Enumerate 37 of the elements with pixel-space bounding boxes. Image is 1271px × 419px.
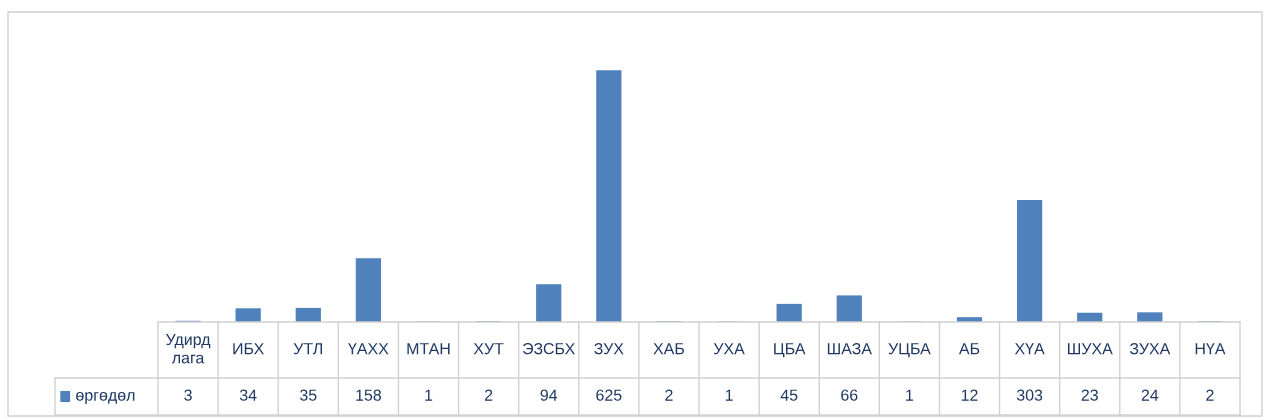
data-label: 34 xyxy=(239,389,257,401)
x-tick-label: ХҮА xyxy=(1014,343,1045,355)
legend-label: өргөдөл xyxy=(76,392,135,404)
data-label: 2 xyxy=(1206,389,1214,401)
data-label: 1 xyxy=(725,389,733,401)
x-tick-label: ЭЗСБХ xyxy=(523,342,575,355)
data-label: 66 xyxy=(841,389,858,401)
x-tick-label: УЦБА xyxy=(888,343,931,358)
data-label: 35 xyxy=(300,389,317,401)
x-tick-label: АБ xyxy=(958,343,980,355)
data-label: 24 xyxy=(1141,389,1159,401)
data-label: 23 xyxy=(1081,389,1098,401)
x-tick-label: ШАЗА xyxy=(827,342,872,355)
x-tick-label: ЗУХ xyxy=(594,342,624,355)
data-label: 94 xyxy=(540,389,558,401)
x-tick-label: ЦБА xyxy=(774,343,806,358)
x-tick-label: ХУТ xyxy=(473,343,504,355)
data-label: 625 xyxy=(596,389,622,401)
data-label: 12 xyxy=(961,389,978,401)
x-tick-label: ҮАХХ xyxy=(348,343,389,355)
data-label: 303 xyxy=(1016,389,1043,401)
x-tick-label: ШУХА xyxy=(1067,343,1113,355)
x-tick-label: ЗУХА xyxy=(1129,342,1171,355)
data-label: 45 xyxy=(780,389,798,401)
data-label: 3 xyxy=(184,389,192,401)
x-tick-label: Удирд лага xyxy=(165,333,211,364)
data-label: 1 xyxy=(425,389,433,401)
data-label: 2 xyxy=(665,389,673,401)
data-label: 2 xyxy=(484,389,493,401)
x-tick-label: УТЛ xyxy=(293,343,322,355)
x-tick-label: ИБХ xyxy=(233,343,264,355)
x-tick-label: МТАН xyxy=(407,343,450,355)
x-tick-label: УХА xyxy=(713,343,745,355)
data-label: 158 xyxy=(356,389,382,401)
x-tick-label: НҮА xyxy=(1195,343,1226,355)
data-label: 1 xyxy=(906,389,914,401)
x-tick-label: ХАБ xyxy=(653,343,685,355)
